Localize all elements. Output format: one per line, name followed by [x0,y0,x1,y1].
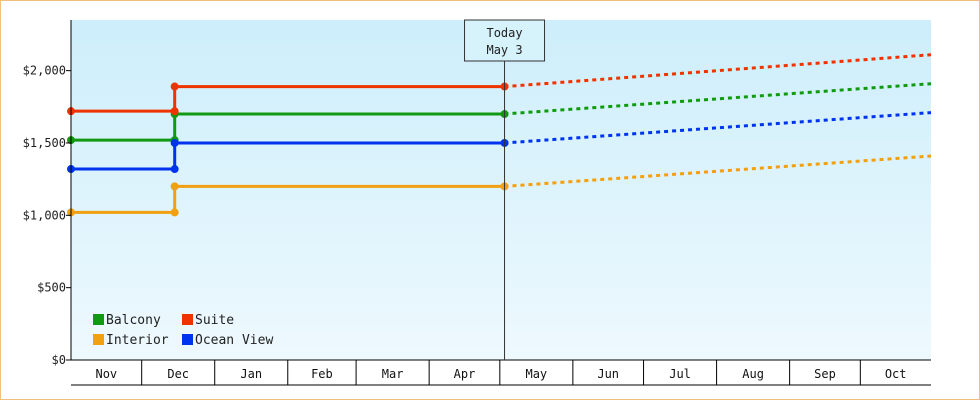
y-tick-label: $0 [52,353,66,367]
today-date-label: May 3 [486,43,522,57]
axes-layer: $0 $500 $1,000 $1,500 $2,000 Nov Dec Jan Feb Mar A… [23,20,931,386]
legend-item-balcony: Balcony [93,313,161,328]
series-line [71,112,505,142]
legend-label: Suite [195,313,234,328]
series-line [71,184,505,214]
series-interior [67,154,932,217]
data-point [170,138,179,147]
x-month-label: Jun [597,367,619,381]
legend-swatch [182,314,193,325]
x-month-label: Aug [742,367,764,381]
legend-item-suite: Suite [182,313,234,328]
x-month-label: Jan [240,367,262,381]
y-tick-label: $1,000 [23,208,66,222]
legend-swatch [182,334,193,345]
y-tick-label: $2,000 [23,64,66,78]
series-line [71,85,505,113]
y-tick-label: $500 [37,281,66,295]
legend: Balcony Suite Interior Ocean View [93,313,273,348]
legend-label: Balcony [106,313,161,328]
today-box [464,19,546,62]
x-month-label: Oct [885,367,907,381]
today-label: Today [486,26,522,40]
x-month-label: Feb [311,367,333,381]
x-month-label: Jul [669,367,691,381]
y-tick-label: $1,500 [23,136,66,150]
data-point [170,182,179,191]
x-month-label: Apr [454,367,476,381]
legend-swatch [93,334,104,345]
x-month-label: Sep [814,367,836,381]
plot-background [71,20,931,360]
today-marker: Today May 3 [464,19,546,360]
x-month-label: Mar [382,367,404,381]
x-month-label: Dec [167,367,189,381]
legend-label: Interior [106,333,169,348]
series-layer [67,53,932,217]
x-month-label: May [525,367,547,381]
legend-label: Ocean View [195,333,273,348]
x-month-label: Nov [95,367,117,381]
data-point [170,107,179,116]
legend-swatch [93,314,104,325]
series-line [71,141,505,171]
data-point [170,165,179,174]
legend-item-ocean-view: Ocean View [182,333,273,348]
data-point [170,208,179,217]
data-point [170,82,179,91]
legend-item-interior: Interior [93,333,169,348]
